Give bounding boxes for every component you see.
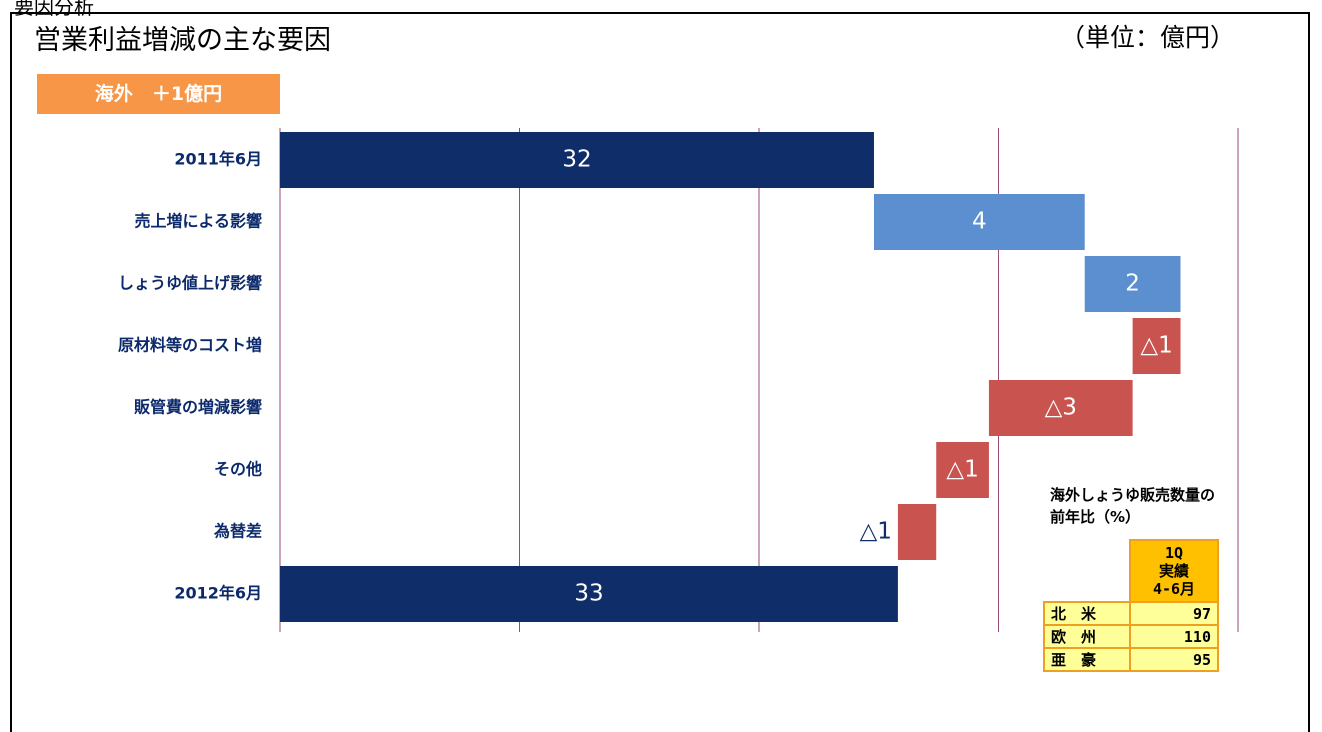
category-label: その他 <box>214 460 262 479</box>
category-label: 販管費の増減影響 <box>134 398 262 417</box>
value-label: △1 <box>860 519 892 545</box>
value-label: 2 <box>1125 271 1140 297</box>
volume-table: 1Q 実績 4-6月 北 米 97 欧 州 110 亜 豪 95 <box>1043 539 1219 672</box>
table-header-row: 1Q 実績 4-6月 <box>1044 539 1219 603</box>
header-line: 4-6月 <box>1152 580 1196 598</box>
category-label: しょうゆ値上げ影響 <box>118 274 262 293</box>
blank-cell <box>1044 540 1130 602</box>
value-label: △1 <box>946 457 978 483</box>
region-cell: 北 米 <box>1043 601 1131 626</box>
bar <box>1132 318 1181 374</box>
bar <box>280 566 898 622</box>
value-label: 33 <box>574 581 603 607</box>
table-title-line: 海外しょうゆ販売数量の <box>1050 486 1216 504</box>
header-cell: 1Q 実績 4-6月 <box>1129 539 1219 603</box>
unit-note: （単位：億円） <box>1060 23 1236 52</box>
heading: 要因分析 <box>14 0 94 19</box>
header-line: 1Q <box>1164 544 1184 562</box>
table-row: 欧 州 110 <box>1043 624 1219 649</box>
bar <box>1084 256 1181 312</box>
header-line: 実績 <box>1158 562 1189 580</box>
badge: 海外 ＋1億円 <box>37 74 280 114</box>
table-title: 海外しょうゆ販売数量の 前年比（%） <box>1050 484 1215 528</box>
category-label: 売上増による影響 <box>134 212 262 231</box>
table-row: 北 米 97 <box>1043 601 1219 626</box>
bar <box>897 504 937 560</box>
value-label: △3 <box>1045 395 1077 421</box>
value-label: 32 <box>562 147 591 173</box>
table-title-line: 前年比（%） <box>1050 508 1141 526</box>
region-cell: 欧 州 <box>1043 624 1131 649</box>
value-label: △1 <box>1140 333 1172 359</box>
bar <box>280 132 874 188</box>
bar <box>936 442 989 498</box>
category-label: 2012年6月 <box>174 584 262 603</box>
bar <box>873 194 1085 250</box>
chart-title: 営業利益増減の主な要因 <box>34 25 331 56</box>
category-label: 2011年6月 <box>174 150 262 169</box>
category-label: 原材料等のコスト増 <box>118 336 262 355</box>
region-cell: 亜 豪 <box>1043 647 1131 672</box>
slide-frame <box>10 12 1310 732</box>
category-label: 為替差 <box>214 522 262 541</box>
value-label: 4 <box>972 209 987 235</box>
table-row: 亜 豪 95 <box>1043 647 1219 672</box>
value-cell: 95 <box>1129 647 1219 672</box>
value-cell: 110 <box>1129 624 1219 649</box>
bar <box>988 380 1133 436</box>
value-cell: 97 <box>1129 601 1219 626</box>
